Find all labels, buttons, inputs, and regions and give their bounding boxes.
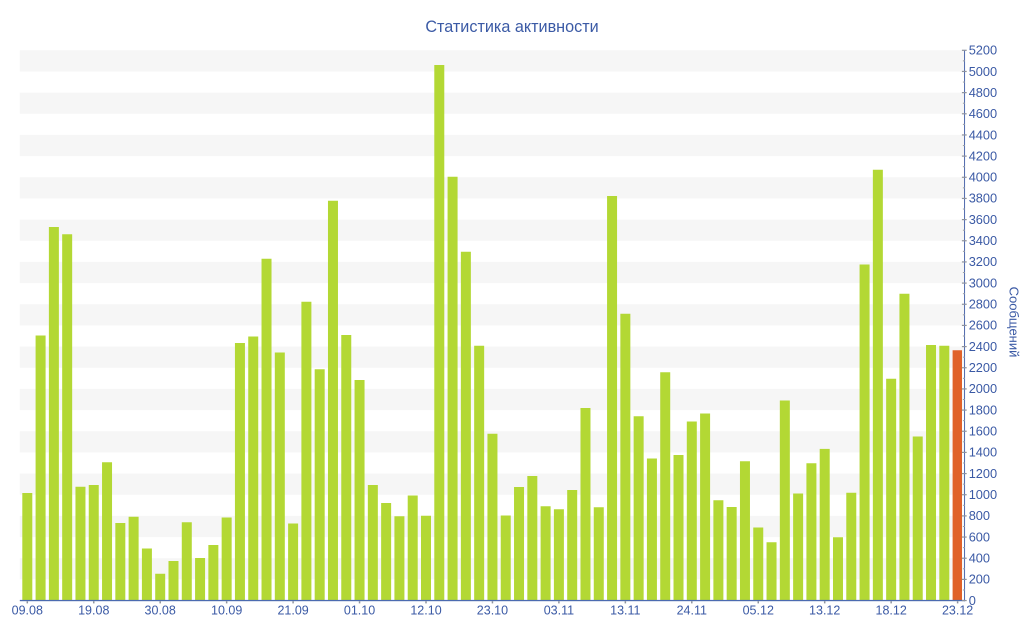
svg-text:09.08: 09.08 [12,604,43,618]
svg-text:01.10: 01.10 [344,604,375,618]
svg-text:3200: 3200 [969,254,997,269]
svg-text:4600: 4600 [969,106,997,121]
svg-text:600: 600 [969,529,990,544]
svg-text:21.09: 21.09 [277,604,308,618]
svg-text:13.12: 13.12 [809,604,840,618]
svg-text:1600: 1600 [969,424,997,439]
svg-text:30.08: 30.08 [145,604,176,618]
svg-text:03.11: 03.11 [544,604,574,618]
svg-text:10.09: 10.09 [211,604,242,618]
svg-text:1000: 1000 [969,487,997,502]
svg-text:4400: 4400 [969,127,997,142]
svg-text:1800: 1800 [969,402,997,417]
svg-text:1400: 1400 [969,445,997,460]
svg-text:05.12: 05.12 [743,604,774,618]
svg-text:2200: 2200 [969,360,997,375]
svg-text:200: 200 [969,572,990,587]
svg-text:5200: 5200 [969,43,997,58]
svg-text:2600: 2600 [969,318,997,333]
svg-text:0: 0 [969,593,976,608]
svg-text:3000: 3000 [969,275,997,290]
svg-text:19.08: 19.08 [78,604,109,618]
svg-text:3600: 3600 [969,212,997,227]
svg-text:3400: 3400 [969,233,997,248]
svg-text:2000: 2000 [969,381,997,396]
svg-text:Сообщений: Сообщений [1007,287,1022,358]
svg-text:2800: 2800 [969,297,997,312]
svg-text:4000: 4000 [969,170,997,185]
svg-text:Статистика активности: Статистика активности [425,18,598,36]
svg-text:18.12: 18.12 [876,604,907,618]
svg-text:3800: 3800 [969,191,997,206]
svg-text:24.11: 24.11 [677,604,707,618]
svg-text:5000: 5000 [969,64,997,79]
svg-text:23.10: 23.10 [477,604,508,618]
svg-text:1200: 1200 [969,466,997,481]
svg-text:2400: 2400 [969,339,997,354]
svg-text:4200: 4200 [969,148,997,163]
svg-text:13.11: 13.11 [610,604,640,618]
svg-text:800: 800 [969,508,990,523]
svg-text:400: 400 [969,551,990,566]
svg-text:12.10: 12.10 [410,604,441,618]
svg-text:23.12: 23.12 [942,604,973,618]
svg-text:4800: 4800 [969,85,997,100]
